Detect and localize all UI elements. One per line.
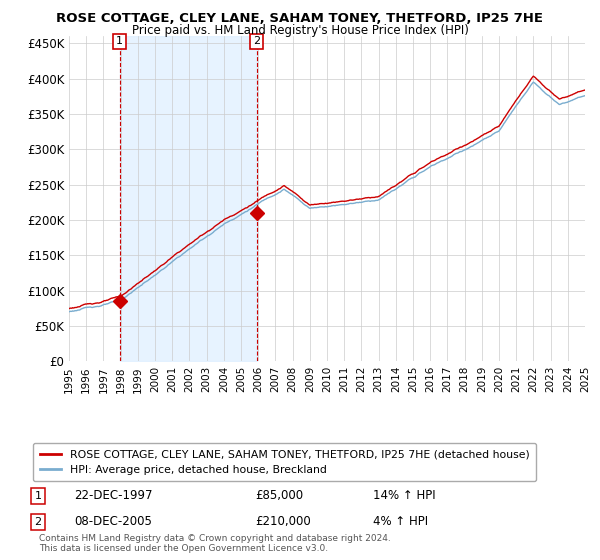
Text: £210,000: £210,000 xyxy=(255,515,311,529)
Text: Contains HM Land Registry data © Crown copyright and database right 2024.
This d: Contains HM Land Registry data © Crown c… xyxy=(39,534,391,553)
Text: 08-DEC-2005: 08-DEC-2005 xyxy=(74,515,152,529)
Text: 1: 1 xyxy=(35,491,41,501)
Text: £85,000: £85,000 xyxy=(255,489,303,502)
Text: 2: 2 xyxy=(34,517,41,527)
Text: 2: 2 xyxy=(253,36,260,46)
Text: Price paid vs. HM Land Registry's House Price Index (HPI): Price paid vs. HM Land Registry's House … xyxy=(131,24,469,36)
Text: 14% ↑ HPI: 14% ↑ HPI xyxy=(373,489,436,502)
Text: 1: 1 xyxy=(116,36,123,46)
Text: ROSE COTTAGE, CLEY LANE, SAHAM TONEY, THETFORD, IP25 7HE: ROSE COTTAGE, CLEY LANE, SAHAM TONEY, TH… xyxy=(56,12,544,25)
Text: 4% ↑ HPI: 4% ↑ HPI xyxy=(373,515,428,529)
Legend: ROSE COTTAGE, CLEY LANE, SAHAM TONEY, THETFORD, IP25 7HE (detached house), HPI: : ROSE COTTAGE, CLEY LANE, SAHAM TONEY, TH… xyxy=(33,443,536,482)
Text: 22-DEC-1997: 22-DEC-1997 xyxy=(74,489,152,502)
